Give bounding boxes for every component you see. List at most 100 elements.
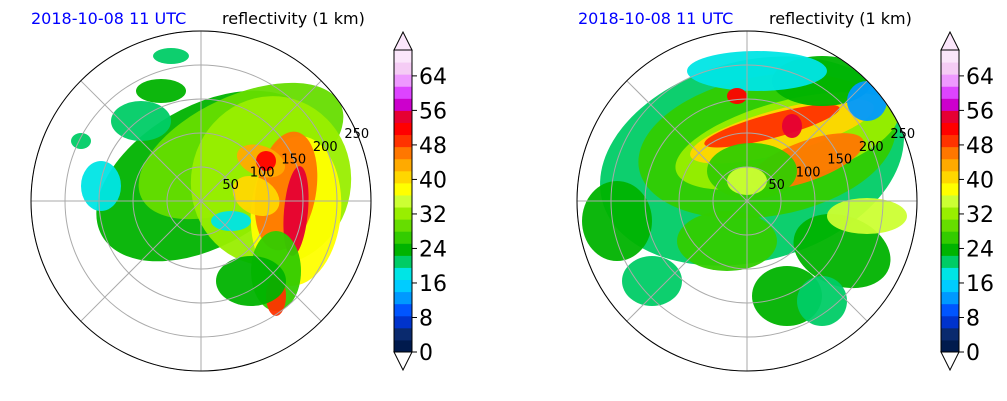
colorbar-segment — [941, 279, 959, 293]
colorbar-segment — [941, 303, 959, 317]
colorbar-segment — [941, 207, 959, 220]
colorbar-segment — [941, 231, 959, 244]
echo-cell — [582, 181, 652, 261]
colorbar-segment — [941, 98, 959, 111]
echo-cell — [81, 161, 121, 211]
range-ring-label: 250 — [890, 127, 915, 142]
echo-cell — [211, 211, 251, 231]
echo-cell — [727, 88, 747, 104]
colorbar-segment — [394, 315, 412, 329]
azimuth-spoke — [626, 80, 748, 202]
colorbar-segment — [941, 134, 959, 148]
colorbar-segment — [394, 243, 412, 256]
colorbar-tick-label: 64 — [419, 65, 447, 90]
range-ring-label: 200 — [313, 140, 338, 155]
echo-cell — [136, 79, 186, 103]
colorbar-segment — [941, 86, 959, 99]
colorbar-segment — [941, 255, 959, 268]
echo-cell — [71, 133, 91, 149]
colorbar-segment — [941, 122, 959, 136]
colorbar-segment — [394, 146, 412, 160]
colorbar-segment — [394, 219, 412, 232]
colorbar-segment — [394, 207, 412, 220]
colorbar-segment — [941, 339, 959, 353]
range-ring-label: 50 — [222, 178, 239, 193]
colorbar-extend-max — [393, 30, 413, 51]
echo-cell — [704, 104, 840, 148]
colorbar-tick-label: 64 — [966, 65, 994, 90]
colorbar-segment — [941, 74, 959, 87]
colorbar-segment — [394, 182, 412, 196]
reflectivity-field — [582, 51, 907, 326]
radar-panel-2: 50 100 150 200 250 2018-10-08 11 UTC reflectiv… — [576, 9, 994, 372]
colorbar-segment — [394, 327, 412, 341]
echo-cell — [153, 48, 189, 64]
echo-cell — [677, 211, 777, 271]
colorbar-segment — [941, 243, 959, 256]
colorbar-segment — [394, 50, 412, 63]
azimuth-spoke — [746, 80, 868, 202]
colorbar-segment — [394, 267, 412, 281]
range-ring-label: 250 — [344, 127, 369, 142]
variable-title: reflectivity (1 km) — [769, 9, 912, 28]
azimuth-spoke — [80, 80, 202, 202]
azimuth-spoke — [200, 80, 322, 202]
colorbar-extend-min — [393, 351, 413, 372]
colorbar-segment — [394, 110, 412, 123]
colorbar-extend-min — [940, 351, 960, 372]
echo-cell — [782, 114, 802, 138]
colorbar-tick-label: 0 — [966, 341, 980, 366]
radar-boundary — [30, 30, 372, 372]
colorbar-tick-label: 48 — [966, 134, 994, 159]
echo-cell — [687, 51, 827, 91]
colorbar-segment — [941, 146, 959, 160]
colorbar-segment — [941, 327, 959, 341]
polar-grid — [576, 30, 918, 372]
colorbar-segment — [941, 182, 959, 196]
colorbar-segment — [394, 231, 412, 244]
colorbar-segment — [941, 194, 959, 208]
range-ring-label: 100 — [796, 165, 821, 180]
colorbar: 0 8 16 24 32 40 48 56 64 — [393, 30, 447, 372]
colorbar-tick-label: 32 — [966, 203, 994, 228]
colorbar-tick-label: 24 — [419, 237, 447, 262]
colorbar-frame — [393, 49, 413, 353]
colorbar-segment — [394, 303, 412, 317]
colorbar-segment — [394, 158, 412, 172]
colorbar-segment — [941, 267, 959, 281]
colorbar-segment — [394, 170, 412, 184]
echo-cell — [256, 151, 276, 171]
colorbar-segment — [394, 134, 412, 148]
variable-title: reflectivity (1 km) — [222, 9, 365, 28]
valid-time-title: 2018-10-08 11 UTC — [31, 9, 186, 28]
colorbar-segment — [941, 158, 959, 172]
colorbar-segment — [394, 62, 412, 75]
range-ring-label: 150 — [827, 153, 852, 168]
range-ring-label: 150 — [281, 153, 306, 168]
echo-cell — [622, 256, 682, 306]
colorbar-segment — [394, 86, 412, 99]
colorbar-tick-label: 40 — [966, 168, 994, 193]
colorbar-frame — [940, 49, 960, 353]
colorbar: 0 8 16 24 32 40 48 56 64 — [940, 30, 994, 372]
azimuth-spoke — [626, 200, 748, 322]
colorbar-segment — [941, 170, 959, 184]
colorbar-segment — [394, 122, 412, 136]
range-ring-label: 100 — [250, 165, 275, 180]
colorbar-tick-label: 8 — [966, 306, 980, 331]
azimuth-spoke — [200, 200, 322, 322]
colorbar-tick-label: 16 — [966, 272, 994, 297]
radar-boundary — [576, 30, 918, 372]
colorbar-segment — [394, 291, 412, 305]
colorbar-tick-label: 0 — [419, 341, 433, 366]
echo-cell — [111, 101, 171, 141]
azimuth-spoke — [746, 200, 868, 322]
colorbar-tick-label: 48 — [419, 134, 447, 159]
azimuth-spoke — [80, 200, 202, 322]
colorbar-extend-max — [940, 30, 960, 51]
colorbar-segment — [394, 339, 412, 353]
colorbar-tick-label: 56 — [966, 99, 994, 124]
colorbar-segment — [941, 291, 959, 305]
colorbar-tick-label: 40 — [419, 168, 447, 193]
